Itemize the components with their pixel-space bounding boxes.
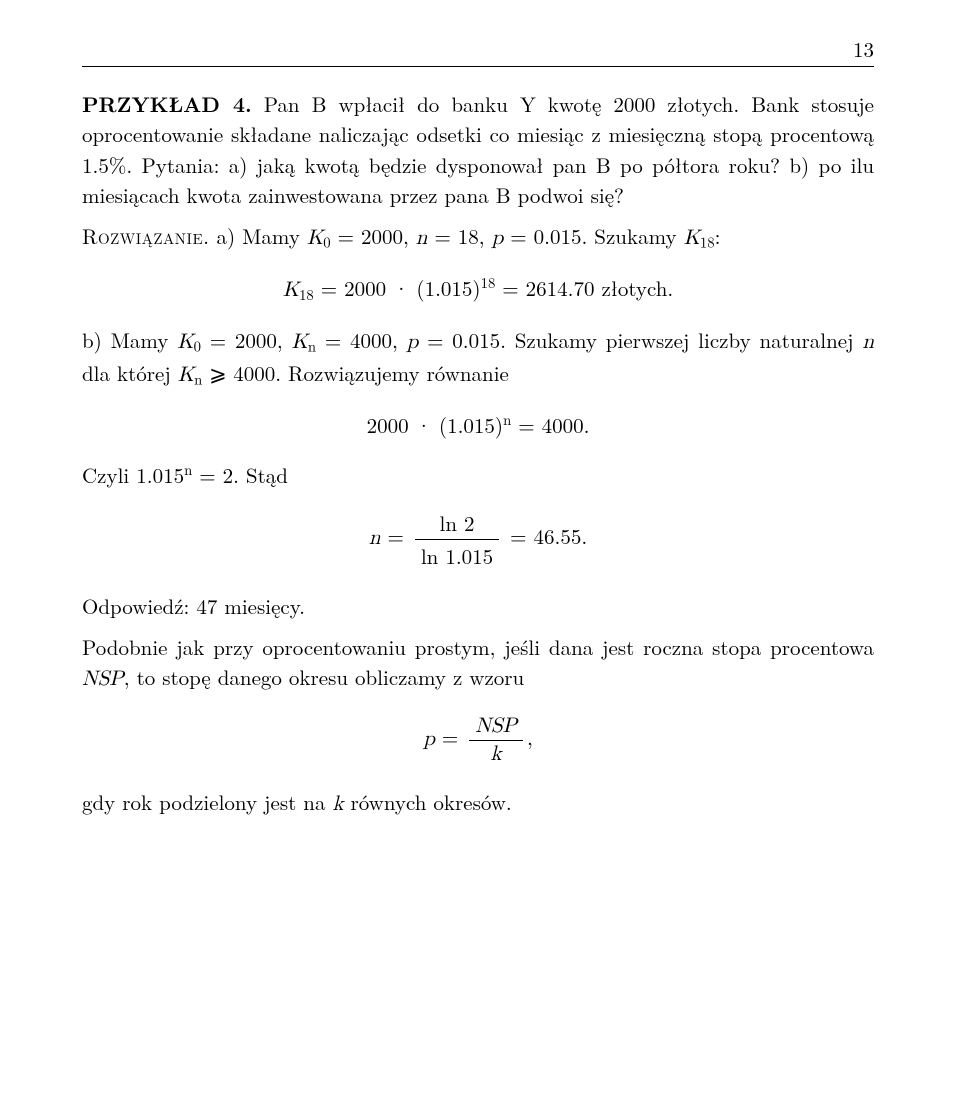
solution-label: Rozwiązanie.	[82, 221, 210, 251]
display-eq-k18: K18 = 2000 · (1.015)18 = 2614.70 złotych…	[82, 272, 874, 305]
document-page: 13 PRZYKŁAD 4. Pan B wpłacił do banku Y …	[0, 0, 960, 1113]
header-rule	[82, 66, 874, 67]
page-number: 13	[82, 34, 874, 64]
para-answer: Odpowiedź: 47 miesięcy.	[82, 591, 874, 621]
para-solution-a: Rozwiązanie. a) Mamy K0 = 2000, n = 18, …	[82, 221, 874, 254]
para-example: PRZYKŁAD 4. Pan B wpłacił do banku Y kwo…	[82, 89, 874, 211]
display-eq-n: n = ln 2ln 1.015 = 46.55.	[82, 508, 874, 571]
para-solution-b: b) Mamy K0 = 2000, Kn = 4000, p = 0.015.…	[82, 325, 874, 392]
para-nsp: Podobnie jak przy oprocentowaniu prostym…	[82, 632, 874, 696]
example-label: PRZYKŁAD 4.	[82, 89, 252, 119]
display-eq-p: p = NSPk,	[82, 714, 874, 767]
fraction-nsp: NSPk	[469, 714, 523, 767]
display-eq-4000: 2000 · (1.015)n = 4000.	[82, 410, 874, 440]
fraction-ln: ln 2ln 1.015	[415, 508, 499, 571]
para-final: gdy rok podzielony jest na k równych okr…	[82, 787, 874, 820]
para-czyli: Czyli 1.015n = 2. Stąd	[82, 460, 874, 491]
